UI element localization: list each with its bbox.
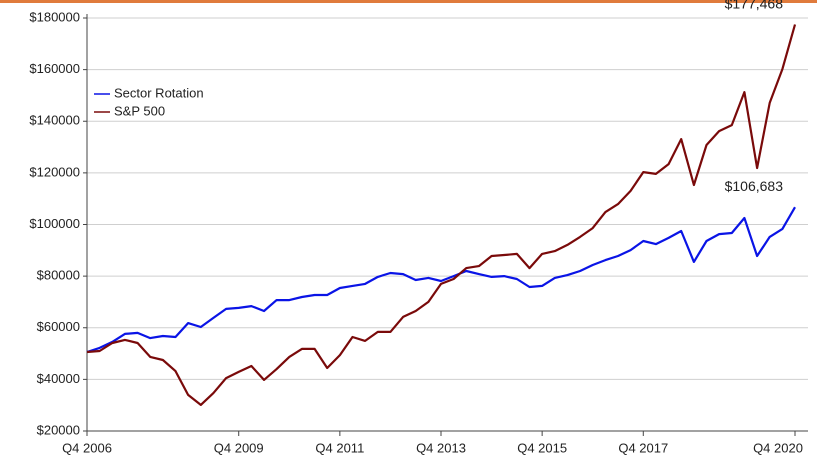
y-tick-label: $140000 (29, 113, 80, 128)
window-border (0, 0, 817, 3)
legend-label: Sector Rotation (114, 85, 204, 100)
legend-label: S&P 500 (114, 103, 165, 118)
y-tick-label: $120000 (29, 164, 80, 179)
y-tick-label: $40000 (37, 371, 80, 386)
series-line (86, 206, 796, 354)
lines (86, 24, 797, 406)
data-label: $106,683 (725, 178, 784, 194)
y-tick-label: $160000 (29, 61, 80, 76)
x-tick-label: Q4 2017 (618, 440, 668, 455)
y-tick-label: $60000 (37, 319, 80, 334)
y-tick-label: $80000 (37, 268, 80, 283)
data-label: $177,468 (725, 0, 784, 11)
y-tick-label: $180000 (29, 9, 80, 24)
grid (83, 14, 808, 436)
y-tick-label: $20000 (37, 422, 80, 437)
x-tick-label: Q4 2015 (517, 440, 567, 455)
x-tick-label: Q4 2011 (315, 440, 364, 455)
y-tick-label: $100000 (29, 216, 80, 231)
x-tick-label: Q4 2006 (62, 440, 112, 455)
x-tick-label: Q4 2020 (753, 440, 803, 455)
series-line (86, 24, 797, 406)
x-tick-label: Q4 2009 (214, 440, 264, 455)
x-tick-label: Q4 2013 (416, 440, 466, 455)
labels: $20000 $40000 $60000 $80000 $100000 $120000 $1… (29, 0, 803, 455)
